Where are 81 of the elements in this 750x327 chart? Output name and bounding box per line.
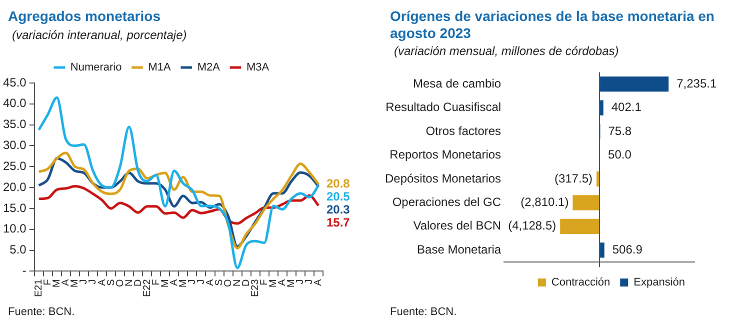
x-tick-label: J	[295, 279, 306, 284]
legend-label: M2A	[197, 62, 221, 74]
x-tick-label: A	[60, 278, 72, 286]
bar	[572, 195, 600, 210]
x-tick-label: D	[241, 279, 252, 286]
x-tick-label: M	[286, 279, 298, 288]
data-label: 402.1	[611, 100, 642, 114]
y-tick-label: Reportos Monetarios	[390, 148, 502, 162]
bar	[600, 242, 604, 258]
chart-title: Agregados monetarios	[8, 8, 162, 25]
data-label: 7,235.1	[676, 76, 717, 90]
y-tick-label: 35.0	[2, 117, 27, 132]
x-tick-label: J	[88, 279, 99, 284]
x-tick-label: F	[150, 279, 162, 286]
x-tick-label: F	[42, 279, 54, 286]
x-tick-label: M	[52, 279, 63, 288]
y-tick-label: 25.0	[2, 158, 27, 173]
data-label: (317.5)	[554, 171, 592, 186]
legend-label: Contracción	[551, 276, 610, 289]
data-label: (2,810.1)	[520, 195, 569, 209]
x-tick-label: S	[106, 278, 117, 286]
x-tick-label: F	[259, 279, 270, 286]
data-label: 50.0	[608, 148, 632, 162]
data-label: (4,128.5)	[508, 218, 556, 233]
x-tick-label: A	[205, 278, 216, 286]
x-tick-label: E23	[250, 278, 262, 298]
bar	[596, 171, 600, 187]
x-tick-label: N	[124, 279, 135, 286]
y-tick-label: Operaciones del GC	[392, 195, 502, 209]
legend-label: Numerario	[70, 62, 122, 74]
x-tick-label: O	[114, 278, 126, 287]
source-note: Fuente: BCN.	[390, 306, 457, 318]
bar	[600, 76, 669, 92]
data-label: 20.8	[326, 176, 350, 191]
data-label: 20.3	[326, 202, 350, 217]
legend-label: Expansión	[634, 276, 686, 289]
y-tick-label: 5.0	[10, 242, 27, 257]
y-tick-label: 30.0	[2, 138, 27, 152]
source-note: Fuente: BCN.	[8, 306, 75, 318]
x-tick-label: J	[186, 279, 198, 284]
y-tick-label: Valores del BCN	[413, 218, 502, 233]
x-tick-label: A	[277, 278, 288, 286]
x-tick-label: J	[304, 279, 316, 284]
x-tick-label: M	[178, 279, 189, 288]
x-tick-label: M	[160, 279, 171, 288]
y-tick-label: 20.0	[2, 180, 27, 194]
x-tick-label: M	[268, 279, 280, 288]
chart-subtitle: (variación mensual, millones de córdobas)	[394, 44, 619, 58]
x-tick-label: A	[96, 278, 108, 286]
chart-title: Orígenes de variaciones de la base monetaria en agosto 2023	[390, 8, 716, 42]
y-tick-label: Depósitos Monetarios	[384, 171, 502, 186]
bar	[600, 100, 604, 116]
y-tick-label: 40.0	[2, 96, 27, 110]
x-tick-label: J	[196, 279, 207, 284]
x-tick-label: J	[78, 279, 90, 284]
x-tick-label: N	[232, 279, 244, 286]
y-tick-label: Mesa de cambio	[413, 76, 502, 90]
y-tick-label: Base Monetaria	[417, 242, 502, 256]
y-tick-label: Resultado Cuasifiscal	[386, 100, 502, 114]
y-tick-label: 15.0	[2, 200, 27, 215]
chart-subtitle: (variación interanual, porcentaje)	[12, 28, 187, 42]
x-tick-label: D	[132, 279, 144, 286]
x-tick-label: E22	[142, 278, 153, 298]
bar	[560, 218, 600, 234]
legend-label: M3A	[246, 62, 270, 74]
y-tick-label: 10.0	[2, 222, 27, 236]
x-tick-label: M	[70, 279, 81, 288]
x-tick-label: A	[313, 278, 324, 286]
data-label: 15.7	[326, 216, 350, 230]
x-tick-label: A	[168, 278, 180, 286]
line-series	[38, 96, 320, 270]
x-tick-label: E21	[34, 278, 45, 298]
x-tick-label: S	[214, 278, 226, 286]
legend-label: M1A	[148, 62, 172, 74]
data-label: 75.8	[608, 124, 632, 138]
y-tick-label: Otros factores	[426, 124, 502, 138]
data-label: 20.5	[326, 190, 350, 204]
y-tick-label: -	[22, 264, 26, 278]
x-tick-label: O	[223, 278, 234, 287]
data-label: 506.9	[612, 242, 643, 256]
y-tick-label: 45.0	[2, 75, 27, 90]
